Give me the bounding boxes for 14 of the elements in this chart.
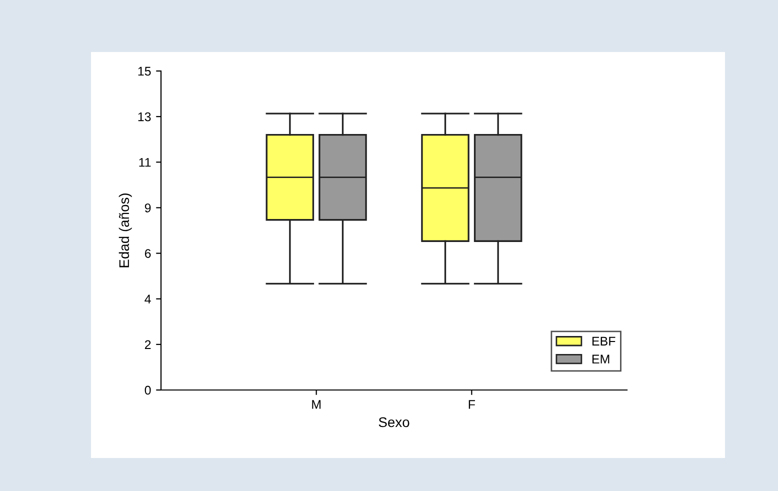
legend-label: EM	[592, 354, 610, 364]
y-tick-label: 2	[144, 340, 151, 349]
y-tick-label: 6	[144, 249, 151, 258]
y-tick-label: 0	[144, 386, 151, 395]
y-tick-label: 13	[138, 112, 151, 122]
y-tick-label: 4	[144, 294, 151, 304]
x-tick-label: F	[468, 400, 475, 409]
x-tick-label: M	[312, 400, 321, 409]
y-axis-title: Edad (años)	[118, 194, 132, 268]
legend-label: EBF	[592, 336, 616, 346]
x-axis-title: Sexo	[378, 417, 410, 428]
y-tick-label: 15	[138, 66, 151, 76]
y-tick-label: 9	[144, 204, 151, 212]
y-tick-label: 11	[139, 158, 151, 167]
